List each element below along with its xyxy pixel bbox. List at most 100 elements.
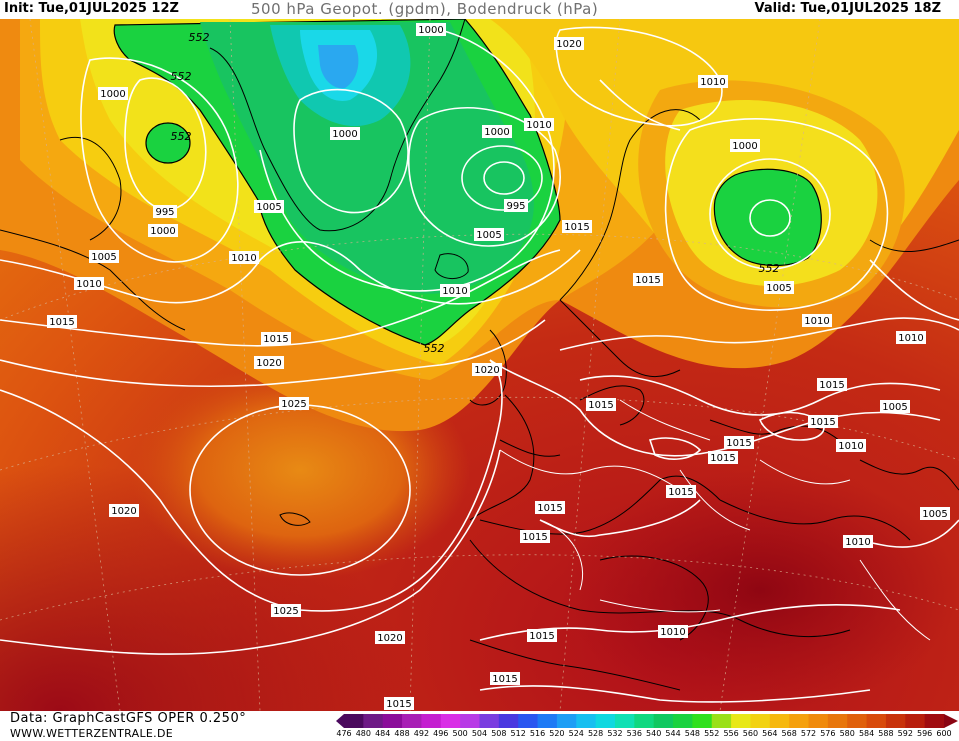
isobar-label-1010-j: 1010 xyxy=(658,625,688,638)
svg-text:1025: 1025 xyxy=(273,606,298,617)
scale-right-arrow xyxy=(944,714,958,728)
isobar-label-1020-a: 1020 xyxy=(254,356,284,369)
height-contour-labels: 552 552 552 552 552 xyxy=(171,31,780,355)
scale-tick-label: 580 xyxy=(839,729,855,738)
svg-text:1010: 1010 xyxy=(898,333,923,344)
isobar-label-1015-c: 1015 xyxy=(384,697,414,710)
svg-text:1010: 1010 xyxy=(845,537,870,548)
scale-cell xyxy=(382,714,403,728)
scale-tick-label: 496 xyxy=(433,729,449,738)
isobar-labels: 1000 1000 1000 1000 995 995 1000 1005 10… xyxy=(47,23,950,710)
scale-cell xyxy=(692,714,713,728)
svg-text:1020: 1020 xyxy=(111,506,136,517)
height-label-552-e: 552 xyxy=(759,262,780,275)
weather-map[interactable]: 1000 1000 1000 1000 995 995 1000 1005 10… xyxy=(0,19,959,711)
isobar-label-995-a: 995 xyxy=(504,199,528,212)
scale-cell xyxy=(556,714,577,728)
svg-text:1020: 1020 xyxy=(377,633,402,644)
isobar-label-1015-j: 1015 xyxy=(535,501,565,514)
scale-cell xyxy=(827,714,848,728)
isobar-label-1020-d: 1020 xyxy=(472,363,502,376)
scale-tick-label: 560 xyxy=(742,729,759,738)
scale-cell xyxy=(634,714,655,728)
scale-tick-label: 504 xyxy=(471,729,488,738)
isobar-label-1000-d: 1000 xyxy=(482,125,512,138)
svg-text:1015: 1015 xyxy=(386,699,411,710)
svg-text:1015: 1015 xyxy=(668,487,693,498)
data-source-label: Data: GraphCastGFS OPER 0.250° xyxy=(10,711,247,726)
isobar-label-1000-e: 1000 xyxy=(148,224,178,237)
scale-cell xyxy=(402,714,422,728)
isobar-label-1010-h: 1010 xyxy=(698,75,728,88)
isobar-label-1005-b: 1005 xyxy=(474,228,504,241)
isobar-label-1010-b: 1010 xyxy=(440,284,470,297)
website-label: WWW.WETTERZENTRALE.DE xyxy=(10,727,173,740)
scale-cell xyxy=(653,714,674,728)
scale-cell xyxy=(595,714,616,728)
scale-cell xyxy=(866,714,887,728)
scale-tick-label: 600 xyxy=(936,729,952,738)
isobar-label-1015-l: 1015 xyxy=(808,415,838,428)
isobar-label-1015-b: 1015 xyxy=(47,315,77,328)
scale-cell xyxy=(614,714,635,728)
green-cell-baffin xyxy=(145,122,191,164)
scale-cell xyxy=(460,714,480,728)
isobar-label-1010-f: 1010 xyxy=(896,331,926,344)
scale-tick-label: 544 xyxy=(665,729,681,738)
isobar-label-1000-f: 1000 xyxy=(730,139,760,152)
svg-text:1015: 1015 xyxy=(529,631,554,642)
svg-text:1015: 1015 xyxy=(537,503,562,514)
svg-text:1010: 1010 xyxy=(526,120,551,131)
svg-text:1000: 1000 xyxy=(732,141,757,152)
scale-tick-label: 588 xyxy=(878,729,894,738)
sahara-field xyxy=(560,470,959,711)
svg-text:1010: 1010 xyxy=(442,286,467,297)
isobar-label-1025-a: 1025 xyxy=(279,397,309,410)
isobar-label-1000-b: 1000 xyxy=(98,87,128,100)
svg-text:1005: 1005 xyxy=(766,283,791,294)
isobar-label-1005-d: 1005 xyxy=(764,281,794,294)
scale-tick-label: 592 xyxy=(897,729,913,738)
svg-text:1015: 1015 xyxy=(588,400,613,411)
height-label-552-b: 552 xyxy=(171,70,192,83)
scale-cell xyxy=(576,714,597,728)
svg-text:1015: 1015 xyxy=(726,438,751,449)
svg-text:995: 995 xyxy=(155,207,174,218)
svg-text:1000: 1000 xyxy=(418,25,443,36)
svg-text:1015: 1015 xyxy=(635,275,660,286)
isobar-label-1010-d: 1010 xyxy=(74,277,104,290)
svg-text:1005: 1005 xyxy=(476,230,501,241)
scale-cell xyxy=(924,714,945,728)
scale-cell xyxy=(673,714,693,728)
svg-text:1010: 1010 xyxy=(231,253,256,264)
footer: Data: GraphCastGFS OPER 0.250° WWW.WETTE… xyxy=(0,711,959,741)
isobar-label-1015-h: 1015 xyxy=(666,485,696,498)
green-cell-russia xyxy=(713,168,822,267)
svg-text:1010: 1010 xyxy=(660,627,685,638)
svg-text:1000: 1000 xyxy=(484,127,509,138)
isobar-label-1015-k: 1015 xyxy=(817,378,847,391)
svg-text:1005: 1005 xyxy=(256,202,281,213)
isobar-label-1015-g: 1015 xyxy=(724,436,754,449)
isobar-label-1025-b: 1025 xyxy=(271,604,301,617)
svg-text:1010: 1010 xyxy=(838,441,863,452)
scale-left-arrow xyxy=(336,714,344,728)
scale-cell xyxy=(789,714,810,728)
scale-tick-label: 584 xyxy=(858,729,875,738)
isobar-label-995-b: 995 xyxy=(153,205,177,218)
svg-text:1020: 1020 xyxy=(556,39,581,50)
header-bar: Init: Tue,01JUL2025 12Z 500 hPa Geopot. … xyxy=(0,0,959,20)
scale-cell xyxy=(479,714,500,728)
blue-core xyxy=(318,45,359,89)
svg-text:1015: 1015 xyxy=(49,317,74,328)
height-label-552-c: 552 xyxy=(171,130,192,143)
isobar-label-1015-d: 1015 xyxy=(261,332,291,345)
green-inner-band xyxy=(200,22,534,294)
scale-tick-label: 536 xyxy=(626,729,642,738)
scale-tick-label: 524 xyxy=(568,729,584,738)
scale-tick-label: 596 xyxy=(917,729,933,738)
isobar-label-1010-g: 1010 xyxy=(802,314,832,327)
isobar-label-1000-a: 1000 xyxy=(416,23,446,36)
scale-tick-label: 548 xyxy=(684,729,701,738)
scale-tick-label: 484 xyxy=(375,729,391,738)
